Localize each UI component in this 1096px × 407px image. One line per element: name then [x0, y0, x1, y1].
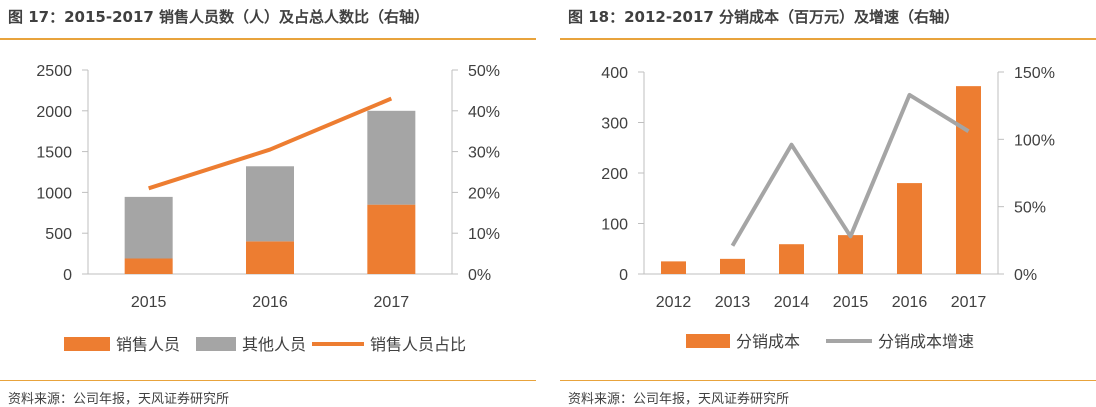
- y-tick-label: 0: [619, 267, 628, 284]
- source-rule: [0, 380, 536, 381]
- x-tick-label: 2017: [951, 294, 987, 311]
- x-tick-label: 2014: [774, 294, 810, 311]
- bar-primary: [246, 241, 294, 274]
- y-tick-label: 400: [601, 65, 628, 82]
- x-tick-label: 2017: [374, 294, 410, 311]
- y2-tick-label: 0%: [468, 267, 491, 284]
- legend-label: 分销成本增速: [878, 332, 974, 351]
- x-tick-label: 2015: [833, 294, 869, 311]
- y-tick-label: 100: [601, 217, 628, 234]
- sales-staff-chart: 0 500 1000 1500 2000 2500 0% 10% 20% 30% 40% 50% 201…: [0, 44, 536, 374]
- y2-tick-label: 30%: [468, 145, 500, 162]
- bar-primary: [956, 86, 981, 274]
- legend-swatch: [686, 334, 730, 348]
- bar-primary: [125, 258, 173, 274]
- right-chart-panel: 图 18：2012-2017 分销成本（百万元）及增速（右轴） 0 100 200 3…: [560, 0, 1096, 406]
- y2-tick-label: 150%: [1014, 65, 1055, 82]
- bar-primary: [897, 183, 922, 274]
- legend-label: 其他人员: [242, 335, 306, 354]
- bar-secondary: [125, 197, 173, 259]
- y-tick-label: 2000: [36, 104, 72, 121]
- x-tick-label: 2013: [715, 294, 751, 311]
- x-tick-label: 2015: [131, 294, 167, 311]
- bar-primary: [779, 244, 804, 274]
- y2-tick-label: 50%: [468, 63, 500, 80]
- y2-tick-label: 20%: [468, 185, 500, 202]
- y-tick-label: 500: [45, 226, 72, 243]
- y2-tick-label: 100%: [1014, 132, 1055, 149]
- series-line: [733, 95, 969, 246]
- legend-label: 销售人员: [116, 335, 180, 354]
- bar-primary: [367, 205, 415, 274]
- bar-primary: [720, 259, 745, 274]
- bar-primary: [661, 261, 686, 274]
- title-rule: [0, 38, 536, 40]
- x-tick-label: 2012: [656, 294, 692, 311]
- bar-secondary: [246, 166, 294, 241]
- x-tick-label: 2016: [252, 294, 288, 311]
- legend-label: 分销成本: [736, 332, 800, 351]
- y-tick-label: 2500: [36, 63, 72, 80]
- chart-title: 图 17：2015-2017 销售人员数（人）及占总人数比（右轴）: [8, 6, 429, 27]
- legend-swatch: [196, 337, 236, 351]
- y-tick-label: 200: [601, 166, 628, 183]
- y-tick-label: 1000: [36, 185, 72, 202]
- y2-tick-label: 0%: [1014, 267, 1037, 284]
- x-tick-label: 2016: [892, 294, 928, 311]
- y-tick-label: 300: [601, 116, 628, 133]
- source-rule: [560, 380, 1096, 381]
- y2-tick-label: 40%: [468, 104, 500, 121]
- bar-primary: [838, 235, 863, 274]
- y2-tick-label: 10%: [468, 226, 500, 243]
- source-note: 资料来源：公司年报，天风证券研究所: [568, 388, 789, 407]
- legend-swatch: [64, 337, 110, 351]
- source-note: 资料来源：公司年报，天风证券研究所: [8, 388, 229, 407]
- y-tick-label: 0: [63, 267, 72, 284]
- bar-secondary: [367, 111, 415, 205]
- chart-title: 图 18：2012-2017 分销成本（百万元）及增速（右轴）: [568, 6, 959, 27]
- y-tick-label: 1500: [36, 145, 72, 162]
- legend-label: 销售人员占比: [370, 335, 466, 354]
- distribution-cost-chart: 0 100 200 300 400 0% 50% 100% 150% 2012 2013 2014 20…: [560, 44, 1096, 374]
- left-chart-panel: 图 17：2015-2017 销售人员数（人）及占总人数比（右轴） 0 500 10…: [0, 0, 536, 406]
- y2-tick-label: 50%: [1014, 200, 1046, 217]
- title-rule: [560, 38, 1096, 40]
